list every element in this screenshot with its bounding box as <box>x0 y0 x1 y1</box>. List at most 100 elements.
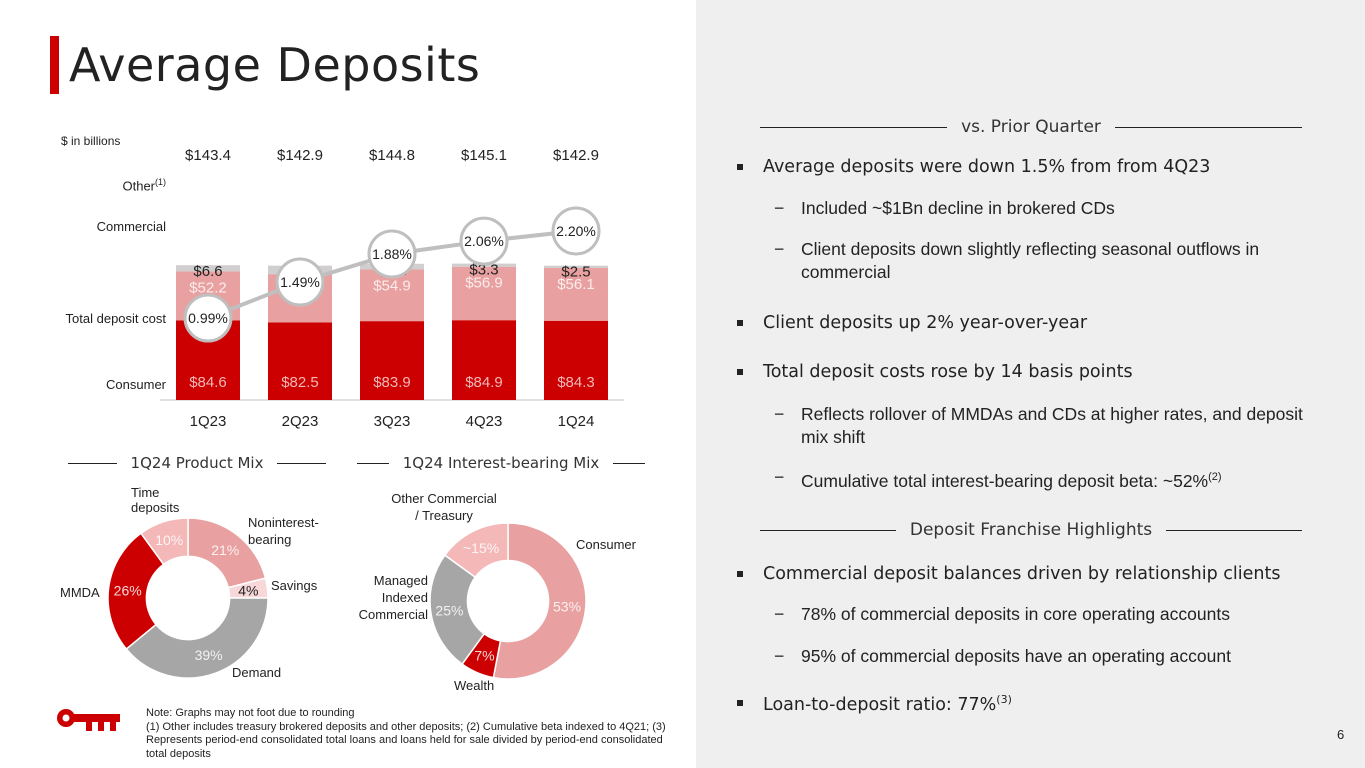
dash-marker: − <box>774 467 785 487</box>
right-panel <box>696 0 1365 768</box>
label-commercial-value: $52.2 <box>189 279 227 296</box>
sub-bullet-text: 78% of commercial deposits in core opera… <box>801 604 1230 624</box>
bullet-square <box>737 164 743 170</box>
bullet-text: Total deposit costs rose by 14 basis poi… <box>763 362 1133 382</box>
deposit-cost-marker <box>551 206 601 256</box>
row-label-other-sup: (1) <box>155 177 166 187</box>
dash-marker: − <box>774 604 785 624</box>
bar-consumer <box>544 320 608 400</box>
x-tick-label: 1Q24 <box>558 413 595 430</box>
bullet-text: Commercial deposit balances driven by re… <box>763 564 1281 584</box>
deposit-cost-label: 0.99% <box>188 310 228 326</box>
slice-value-label: ~15% <box>463 540 499 556</box>
slice-value-label: 53% <box>553 599 581 615</box>
units-label: $ in billions <box>61 134 121 148</box>
ltd-sup: (3) <box>996 693 1012 706</box>
bullet-square <box>737 320 743 326</box>
slice-value-label: 39% <box>195 647 223 663</box>
label-consumer-value: $83.9 <box>373 374 411 391</box>
label-time-deposits: Time deposits <box>131 485 180 515</box>
x-tick-label: 3Q23 <box>374 413 411 430</box>
row-label-commercial: Commercial <box>96 219 166 234</box>
row-label-other: Other(1) <box>36 177 166 193</box>
product-mix-title: 1Q24 Product Mix <box>130 454 264 472</box>
interest-bearing-mix-title: 1Q24 Interest-bearing Mix <box>402 454 600 472</box>
bullet-text: Client deposits up 2% year-over-year <box>763 313 1088 333</box>
label-wealth: Wealth <box>454 678 495 693</box>
label-mmda: MMDA <box>60 585 100 600</box>
heading-rule-right <box>1166 529 1303 531</box>
franchise-heading: Deposit Franchise Highlights <box>760 520 1303 540</box>
label-other-value: $2.5 <box>561 264 590 281</box>
label-savings: Savings <box>271 578 318 593</box>
deposit-cost-marker <box>367 229 417 279</box>
bar-consumer <box>268 322 332 400</box>
key-logo <box>57 709 120 731</box>
label-commercial-value: $56.1 <box>557 276 595 293</box>
dash-marker: − <box>774 646 785 666</box>
sub-bullet-text: Cumulative total interest-bearing deposi… <box>801 466 1321 493</box>
label-total: $142.9 <box>553 147 599 164</box>
page-number: 6 <box>1337 727 1345 742</box>
title-accent-bar <box>50 36 59 94</box>
deposit-cost-label: 1.88% <box>372 246 412 262</box>
page-title: Average Deposits <box>69 38 481 92</box>
product-mix-donut: 21% 4% 39% 26% 10% <box>107 517 269 679</box>
bar-other <box>176 265 240 272</box>
interest-bearing-mix-heading: 1Q24 Interest-bearing Mix <box>357 454 646 472</box>
label-other-commercial-treasury: Other Commercial / Treasury <box>391 491 497 523</box>
label-total: $144.8 <box>369 147 415 164</box>
deposit-cost-marker <box>459 216 509 266</box>
slice-value-label: 25% <box>435 602 463 618</box>
row-label-total-deposit-cost: Total deposit cost <box>65 311 166 326</box>
deposit-cost-marker <box>275 257 325 307</box>
sub-bullet-text: Client deposits down slightly reflecting… <box>801 239 1260 282</box>
product-mix-heading: 1Q24 Product Mix <box>68 454 327 472</box>
deposits-bar-chart: $84.6$52.2$6.6$143.41Q23$82.5$51.4$9.0$1… <box>160 147 624 430</box>
label-other-value: $3.3 <box>469 262 498 279</box>
label-consumer-value: $84.3 <box>557 374 595 391</box>
bar-consumer <box>360 321 424 400</box>
prior-quarter-title: vs. Prior Quarter <box>961 117 1101 137</box>
beta-text: Cumulative total interest-bearing deposi… <box>801 470 1209 491</box>
label-commercial-value: $54.9 <box>373 278 411 295</box>
prior-quarter-heading: vs. Prior Quarter <box>760 117 1302 137</box>
bullet-text: Average deposits were down 1.5% from fro… <box>763 157 1211 177</box>
bar-commercial <box>452 266 516 321</box>
slice-value-label: 4% <box>238 582 258 598</box>
dash-marker: − <box>774 404 785 424</box>
deposit-cost-label: 1.49% <box>280 274 320 290</box>
slice-consumer <box>492 522 587 680</box>
heading-rule-right <box>1114 126 1302 128</box>
label-total: $143.4 <box>185 147 231 164</box>
slice-demand <box>125 597 269 679</box>
heading-rule-left <box>357 462 389 464</box>
row-label-other-text: Other <box>122 178 155 194</box>
label-managed-indexed-commercial: Managed Indexed Commercial <box>358 573 428 622</box>
footnote-line-2: (1) Other includes treasury brokered dep… <box>146 720 666 760</box>
label-consumer: Consumer <box>576 537 636 552</box>
slice-value-label: 7% <box>474 647 494 663</box>
label-consumer-value: $82.5 <box>281 374 319 391</box>
bullet-square <box>737 369 743 375</box>
heading-rule-left <box>760 529 896 531</box>
label-total: $145.1 <box>461 147 507 164</box>
sub-bullet-text: 95% of commercial deposits have an opera… <box>801 646 1231 666</box>
bar-consumer <box>452 320 516 400</box>
deposit-cost-marker <box>183 293 233 343</box>
interest-bearing-mix-donut: 53% 7% 25% ~15% <box>429 522 587 680</box>
footnote: Note: Graphs may not foot due to roundin… <box>146 707 686 761</box>
deposit-cost-label: 2.06% <box>464 233 504 249</box>
row-label-consumer: Consumer <box>106 377 166 392</box>
label-other-value: $6.6 <box>193 263 222 280</box>
dash-marker: − <box>774 198 785 218</box>
beta-sup: (2) <box>1208 471 1222 483</box>
slice-mmda <box>107 532 165 651</box>
x-tick-label: 2Q23 <box>282 413 319 430</box>
label-consumer-value: $84.6 <box>189 374 227 391</box>
slice-value-label: 10% <box>155 532 183 548</box>
bullet-text: Loan-to-deposit ratio: 77%(3) <box>763 693 1012 715</box>
heading-rule-left <box>760 126 948 128</box>
x-tick-label: 4Q23 <box>466 413 503 430</box>
label-noninterest-bearing: Noninterest- bearing <box>248 515 319 547</box>
